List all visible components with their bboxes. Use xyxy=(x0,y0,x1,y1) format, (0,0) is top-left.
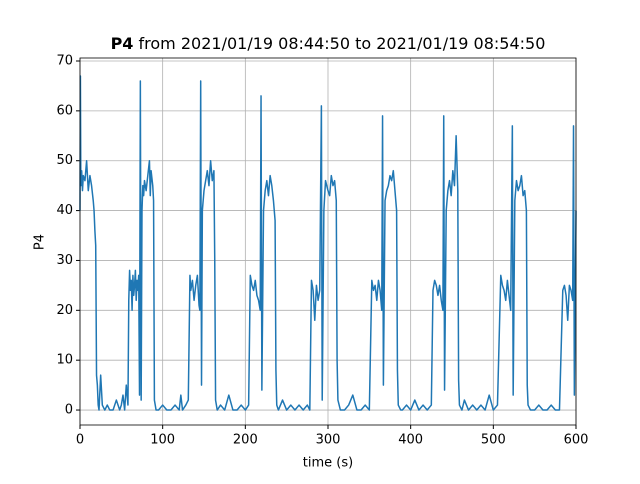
y-tick-label: 70 xyxy=(56,53,73,68)
y-tick-label: 0 xyxy=(65,403,73,418)
x-axis-label: time (s) xyxy=(303,456,353,471)
x-tick-label: 100 xyxy=(150,433,175,448)
x-tick-label: 0 xyxy=(76,433,84,448)
y-tick-label: 30 xyxy=(56,253,73,268)
x-tick-label: 400 xyxy=(398,433,423,448)
title-bold: P4 xyxy=(111,34,134,53)
x-tick-label: 500 xyxy=(481,433,506,448)
title-text: from 2021/01/19 08:44:50 to 2021/01/19 0… xyxy=(139,34,546,53)
y-tick-label: 40 xyxy=(56,203,73,218)
y-tick-label: 20 xyxy=(56,303,73,318)
chart-title: P4 from 2021/01/19 08:44:50 to 2021/01/1… xyxy=(111,34,546,53)
x-tick-label: 200 xyxy=(233,433,258,448)
x-tick-label: 300 xyxy=(316,433,341,448)
x-tick-label: 600 xyxy=(564,433,589,448)
y-axis-label: P4 xyxy=(33,234,48,250)
y-tick-label: 50 xyxy=(56,153,73,168)
plot-frame xyxy=(79,57,577,426)
y-tick-label: 60 xyxy=(56,103,73,118)
y-tick-label: 10 xyxy=(56,353,73,368)
data-line xyxy=(79,75,577,411)
